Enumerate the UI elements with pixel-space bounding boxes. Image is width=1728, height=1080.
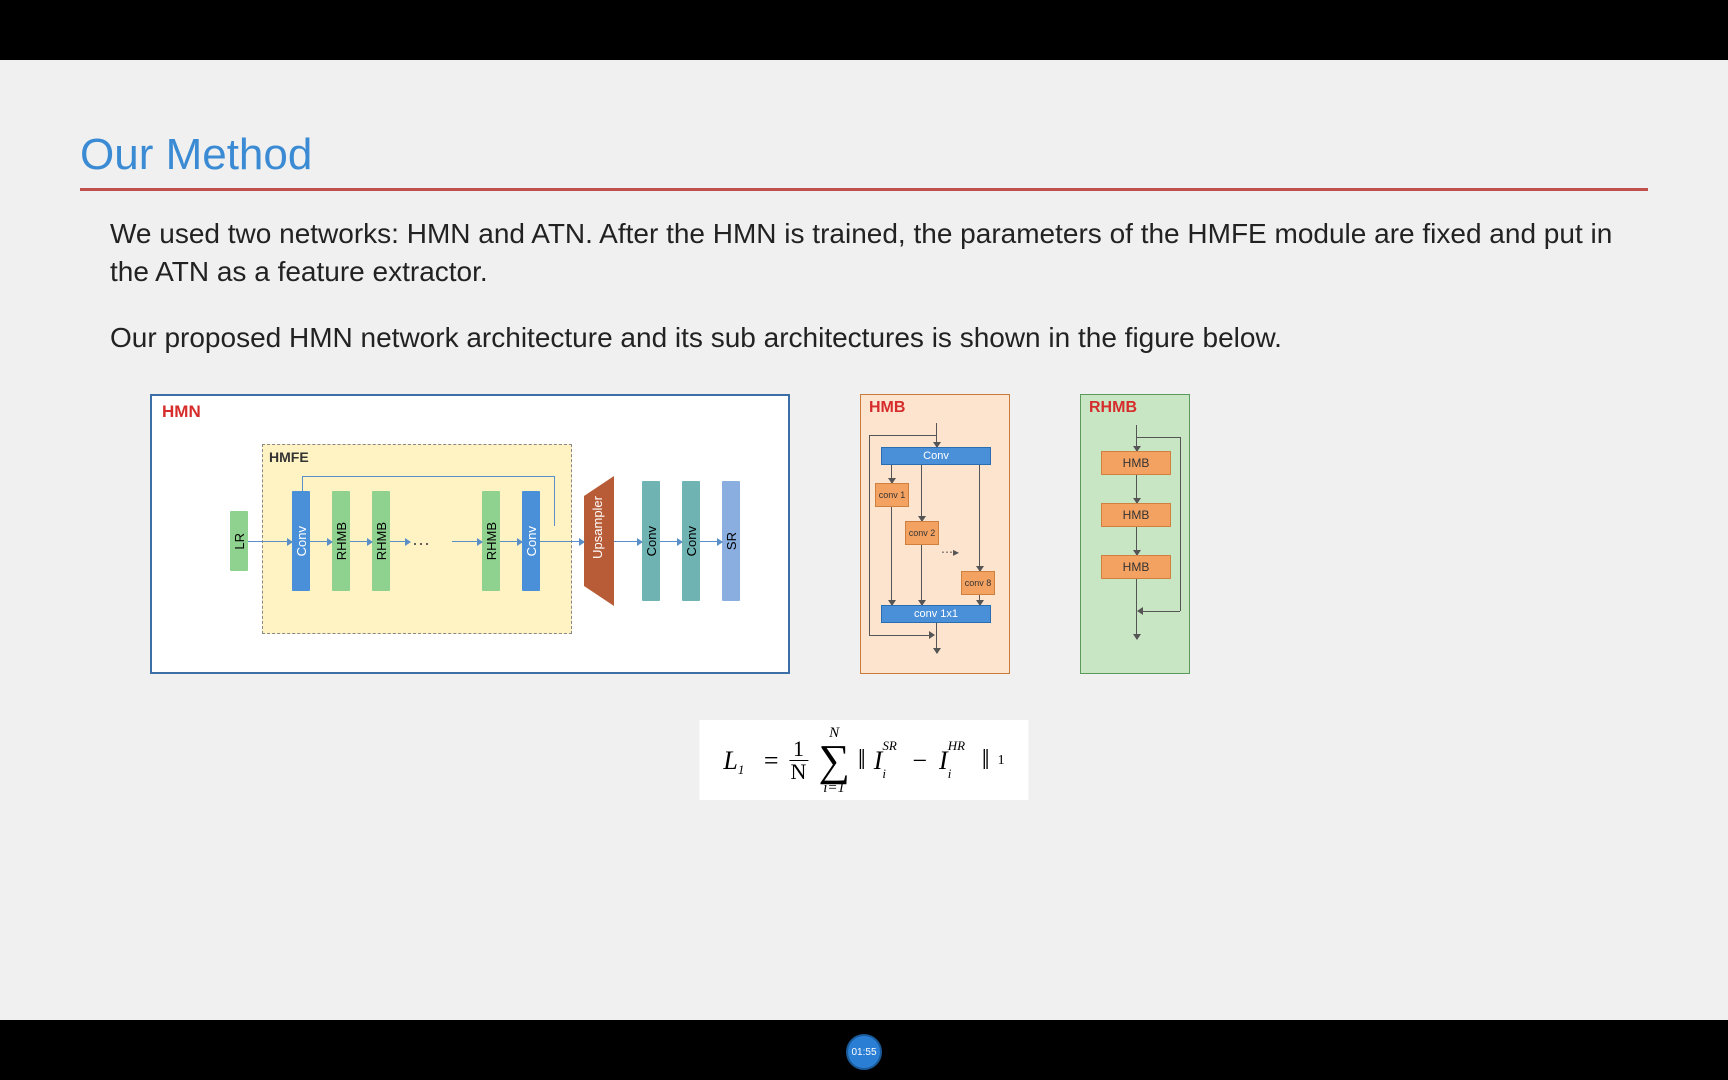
hmb-c8-down: [979, 595, 980, 605]
hmb-conv-top: Conv: [881, 447, 991, 465]
arrow: [452, 541, 482, 542]
rhmb-a2: [1136, 527, 1137, 555]
slide-title: Our Method: [80, 130, 1648, 180]
paragraph-1: We used two networks: HMN and ATN. After…: [80, 215, 1648, 291]
hmn-panel: HMN HMFE LR Conv RHMB RHMB ⋯ RHMB Conv: [150, 394, 790, 674]
hmn-skip-line: [302, 476, 554, 477]
rhmb-panel-label: RHMB: [1089, 399, 1137, 417]
hmn-rhmb1-bar: RHMB: [332, 491, 350, 591]
title-rule: [80, 188, 1648, 191]
hmb-panel-label: HMB: [869, 399, 905, 417]
arrow: [614, 541, 642, 542]
letterbox-top: [0, 0, 1728, 60]
hmb-panel: HMB Conv conv 1 conv 2 ⋯▸ conv 8 conv 1x…: [860, 394, 1010, 674]
letterbox-bottom: 01:55: [0, 1020, 1728, 1080]
arrow: [700, 541, 722, 542]
hmb-c2-down: [921, 545, 922, 605]
arrow: [500, 541, 522, 542]
hmb-skip: [869, 435, 870, 635]
hmn-skip-down-r: [554, 476, 555, 526]
hmn-dots: ⋯: [412, 534, 432, 555]
hmn-rhmbN-bar: RHMB: [482, 491, 500, 591]
hmn-conv4-bar: Conv: [682, 481, 700, 601]
rhmb-in: [1136, 425, 1137, 451]
hmb-down1: [891, 465, 892, 483]
slide: Our Method We used two networks: HMN and…: [0, 60, 1728, 1020]
loss-formula: L1 = 1 N N ∑ i=1 ‖ I SR i −: [699, 720, 1028, 800]
hmn-panel-label: HMN: [162, 402, 201, 422]
hmb-skip-bot: [869, 635, 931, 636]
hmb-c1-down: [891, 507, 892, 605]
rhmb-skip-bot: [1141, 611, 1180, 612]
hmb-conv-bottom: conv 1x1: [881, 605, 991, 623]
hmn-upsampler-label: Upsampler: [590, 496, 605, 559]
rhmb-skip-top: [1136, 437, 1180, 438]
arrow: [310, 541, 332, 542]
hmn-conv2-bar: Conv: [522, 491, 540, 591]
hmb-conv8: conv 8: [961, 571, 995, 595]
hmb-down2: [921, 465, 922, 521]
hmb-in-arrow: [936, 423, 937, 447]
arrow: [350, 541, 372, 542]
rhmb-a1: [1136, 475, 1137, 503]
hmb-down8: [979, 465, 980, 571]
hmb-conv1: conv 1: [875, 483, 909, 507]
hmb-dots: ⋯▸: [941, 545, 959, 559]
paragraph-2: Our proposed HMN network architecture an…: [80, 319, 1648, 357]
rhmb-block-3: HMB: [1101, 555, 1171, 579]
timer-badge: 01:55: [846, 1034, 882, 1070]
hmn-rhmb2-bar: RHMB: [372, 491, 390, 591]
arrow: [390, 541, 410, 542]
slide-content: Our Method We used two networks: HMN and…: [60, 100, 1668, 980]
rhmb-skip-arrow: [1137, 607, 1143, 615]
hmb-skip-top: [869, 435, 936, 436]
rhmb-panel: RHMB HMB HMB HMB: [1080, 394, 1190, 674]
hmb-conv2: conv 2: [905, 521, 939, 545]
rhmb-block-1: HMB: [1101, 451, 1171, 475]
hmn-sr-bar: SR: [722, 481, 740, 601]
arrow: [248, 541, 292, 542]
hmn-conv3-bar: Conv: [642, 481, 660, 601]
hmn-lr-bar: LR: [230, 511, 248, 571]
hmb-out-arrow: [936, 623, 937, 653]
rhmb-skip-v: [1180, 437, 1181, 611]
diagram-row: HMN HMFE LR Conv RHMB RHMB ⋯ RHMB Conv: [80, 384, 1648, 674]
arrow: [660, 541, 682, 542]
hmb-skip-arrow: [929, 631, 935, 639]
arrow: [540, 541, 584, 542]
rhmb-block-2: HMB: [1101, 503, 1171, 527]
hmn-conv1-bar: Conv: [292, 491, 310, 591]
hmfe-label: HMFE: [269, 449, 309, 465]
